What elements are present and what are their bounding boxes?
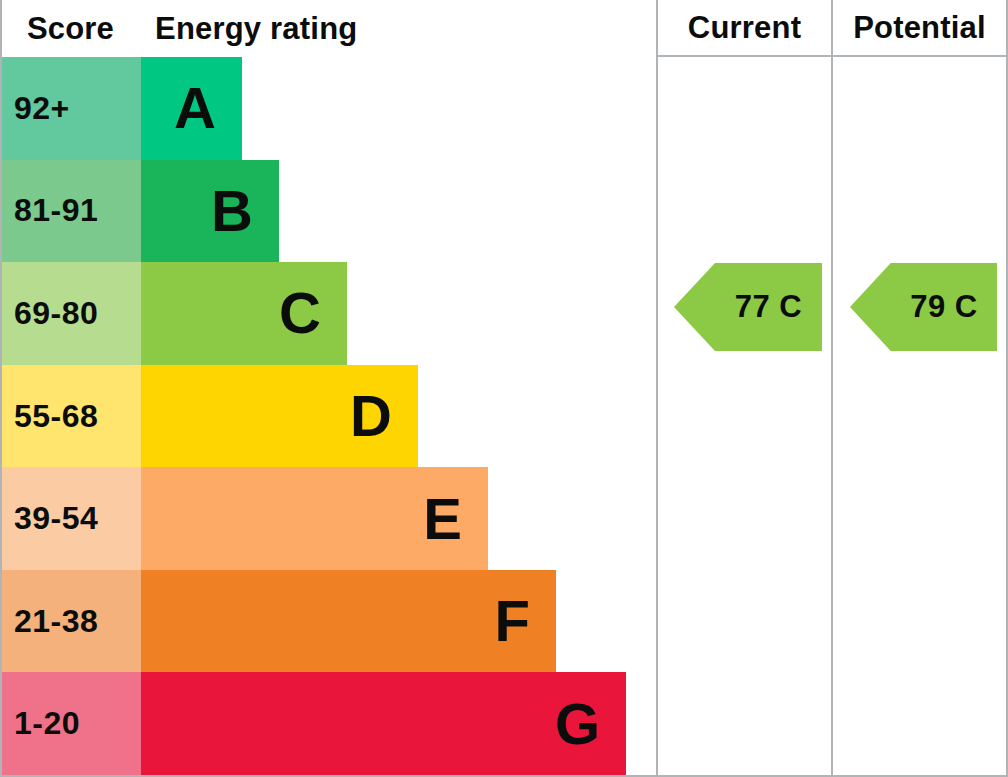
band-row: 1-20 G (0, 672, 656, 775)
header-score: Score (0, 0, 141, 57)
chart-header: Score Energy rating Current Potential (0, 0, 1008, 57)
chart-body: 92+ A 81-91 B 69-80 C 55-68 D 39-54 (0, 57, 1008, 775)
header-potential: Potential (831, 0, 1008, 57)
band-score-cell: 81-91 (0, 160, 141, 263)
band-score-cell: 55-68 (0, 365, 141, 468)
band-score-range: 21-38 (14, 603, 98, 640)
band-score-cell: 69-80 (0, 262, 141, 365)
band-score-cell: 39-54 (0, 467, 141, 570)
current-column: 77 C (656, 57, 831, 775)
current-rating-label: 77 C (735, 289, 802, 325)
band-score-cell: 92+ (0, 57, 141, 160)
epc-energy-rating-chart: Score Energy rating Current Potential 92… (0, 0, 1008, 777)
band-bar: E (141, 467, 488, 570)
band-letter: B (211, 182, 253, 240)
band-letter: F (495, 592, 530, 650)
band-score-range: 92+ (14, 90, 70, 127)
left-border (0, 0, 2, 777)
band-bar: G (141, 672, 626, 775)
band-row: 81-91 B (0, 160, 656, 263)
band-score-cell: 21-38 (0, 570, 141, 673)
band-score-range: 69-80 (14, 295, 98, 332)
potential-rating-arrow: 79 C (850, 263, 997, 351)
header-energy-rating: Energy rating (141, 0, 656, 57)
band-letter: D (350, 387, 392, 445)
potential-rating-label: 79 C (910, 289, 977, 325)
band-letter: G (555, 695, 600, 753)
band-row: 21-38 F (0, 570, 656, 673)
band-score-range: 55-68 (14, 398, 98, 435)
band-letter: C (279, 284, 321, 342)
band-row: 55-68 D (0, 365, 656, 468)
potential-column: 79 C (831, 57, 1008, 775)
band-bar: F (141, 570, 556, 673)
band-score-range: 81-91 (14, 192, 98, 229)
header-current: Current (656, 0, 831, 57)
band-row: 39-54 E (0, 467, 656, 570)
current-rating-arrow: 77 C (674, 263, 822, 351)
band-letter: A (174, 79, 216, 137)
band-score-cell: 1-20 (0, 672, 141, 775)
band-bar: B (141, 160, 279, 263)
band-score-range: 39-54 (14, 500, 98, 537)
band-letter: E (423, 490, 462, 548)
band-row: 92+ A (0, 57, 656, 160)
band-bar: A (141, 57, 242, 160)
band-score-range: 1-20 (14, 705, 80, 742)
band-row: 69-80 C (0, 262, 656, 365)
band-bar: D (141, 365, 418, 468)
band-rows: 92+ A 81-91 B 69-80 C 55-68 D 39-54 (0, 57, 656, 775)
band-bar: C (141, 262, 347, 365)
